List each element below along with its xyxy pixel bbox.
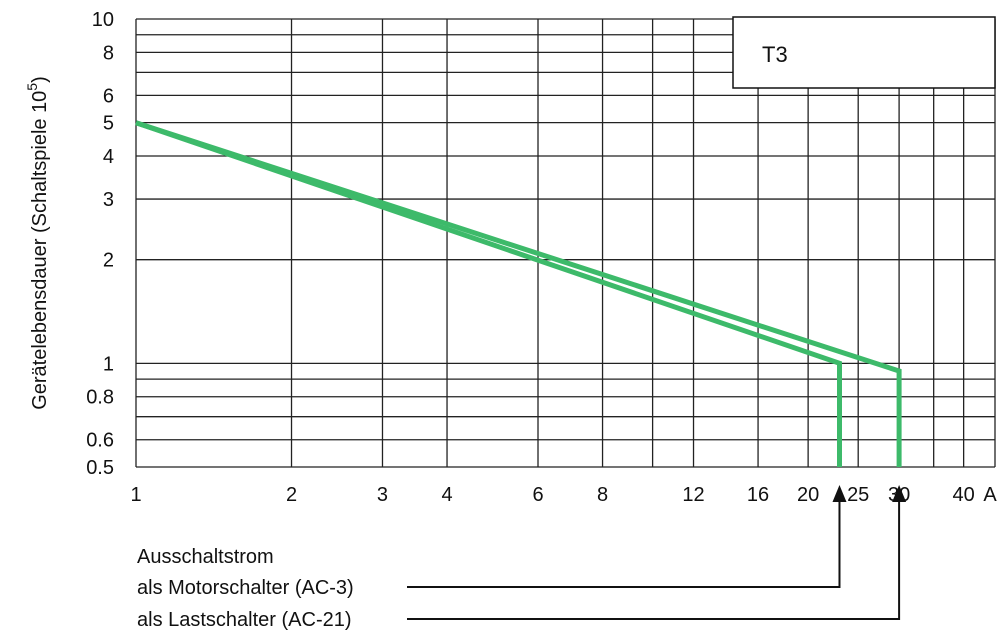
x-tick-labels: 123468121620253040A [130,484,997,506]
y-tick-label: 0.6 [86,430,114,452]
y-axis-label-exponent: 5 [24,83,40,91]
legend-box-frame [732,16,996,89]
series-line [135,120,842,467]
legend-box: T3 [732,16,996,89]
y-tick-label: 0.8 [86,387,114,409]
legend-box-label: T3 [762,42,788,67]
series-line [135,120,902,467]
y-tick-label: 6 [103,85,114,107]
ac3-leader [407,500,841,588]
x-tick-label: 20 [797,484,819,506]
annotations: Ausschaltstrom als Motorschalter (AC-3) … [137,485,907,631]
x-tick-label: 8 [597,484,608,506]
x-tick-label: 25 [847,484,869,506]
ac3-arrowhead [832,485,847,502]
x-unit-label: A [983,484,997,506]
x-tick-label: 16 [747,484,769,506]
y-axis-label-main: Gerätelebensdauer (Schaltspiele 10 [29,91,51,410]
series-lines [135,120,902,467]
x-tick-label: 1 [130,484,141,506]
y-tick-label: 2 [103,250,114,272]
y-tick-label: 1 [103,353,114,375]
annotation-ac3-label: als Motorschalter (AC-3) [137,577,354,599]
y-tick-label: 4 [103,146,114,168]
x-tick-label: 4 [441,484,452,506]
y-tick-label: 3 [103,189,114,211]
annotation-title: Ausschaltstrom [137,546,274,568]
y-tick-label: 0.5 [86,457,114,479]
y-tick-label: 10 [92,9,114,31]
y-tick-label: 5 [103,113,114,135]
y-axis-label: Gerätelebensdauer (Schaltspiele 105) [24,76,51,410]
x-tick-label: 2 [286,484,297,506]
x-tick-label: 6 [532,484,543,506]
annotation-ac21-label: als Lastschalter (AC-21) [137,609,352,631]
ac21-arrowhead [892,485,907,502]
y-axis-label-close: ) [29,76,51,83]
x-tick-label: 3 [377,484,388,506]
y-tick-labels: 10 8 6 5 4 3 2 1 0.8 0.6 0.5 [86,9,114,479]
ac21-leader [407,500,901,620]
x-tick-label: 12 [682,484,704,506]
x-tick-label: 40 [953,484,975,506]
y-tick-label: 8 [103,42,114,64]
